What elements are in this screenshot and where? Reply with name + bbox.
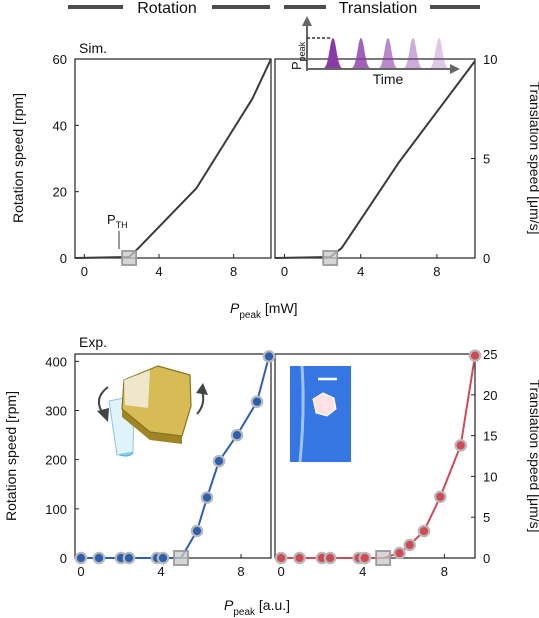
laser-pulse (324, 38, 342, 68)
exp-rotation-data-point (250, 395, 264, 408)
sim-rotation-x-tick-label: 8 (230, 264, 237, 279)
exp-rotation-data-point (212, 454, 226, 468)
sim-translation-y-tick-label: 10 (483, 52, 497, 67)
header-rotation-label: Rotation (137, 0, 197, 17)
hexagon-highlight-icon (124, 370, 150, 408)
sim-translation-x-tick-label: 4 (357, 264, 364, 279)
exp-title: Exp. (79, 334, 107, 350)
exp-rotation-x-tick-label: 8 (237, 564, 244, 579)
exp-translation-data-point (393, 546, 406, 560)
exp-translation-y-tick-label: 5 (483, 510, 490, 525)
laser-pulse (379, 38, 397, 68)
sim-rotation-x-tick-label: 0 (81, 264, 88, 279)
exp-rotation-x-tick-label: 0 (77, 564, 84, 579)
exp-translation-data-point (403, 538, 416, 552)
exp-translation-data-point (293, 551, 306, 565)
exp-translation-y-tick-label: 10 (483, 469, 497, 484)
x-axis-label-bottom: Ppeak [a.u.] (224, 597, 290, 618)
laser-pulse (430, 38, 448, 68)
sim-translation-ylabel: Translation speed [μm/s] (527, 81, 539, 234)
exp-translation-data-point (417, 524, 431, 538)
sim-translation-x-tick-label: 0 (281, 264, 288, 279)
header-translation-label: Translation (339, 0, 418, 17)
pulse-inset-ylabel: Ppeak (289, 41, 307, 70)
exp-rotation-y-tick-label: 100 (45, 502, 67, 517)
exp-translation-y-tick-label: 25 (483, 347, 497, 362)
pulse-inset-xlabel: Time (373, 71, 404, 87)
exp-translation-threshold-marker (375, 550, 392, 566)
exp-translation-y-tick-label: 0 (483, 551, 490, 566)
sim-rotation-y-tick-label: 0 (60, 251, 67, 266)
exp-rotation-ylabel: Rotation speed [rpm] (3, 391, 19, 521)
sim-translation-y-tick-label: 5 (483, 152, 490, 167)
exp-rotation-data-point (230, 428, 244, 442)
exp-rotation-y-tick-label: 0 (60, 551, 67, 566)
laser-pulse (352, 38, 370, 68)
exp-rotation-data-point (92, 551, 106, 565)
exp-translation-ylabel: Translation speed [μm/s] (527, 379, 539, 532)
exp-translation-data-point (454, 439, 468, 452)
exp-translation-y-tick-label: 15 (483, 429, 497, 444)
exp-translation-x-tick-label: 8 (441, 564, 448, 579)
exp-rotation-data-point (122, 551, 136, 565)
exp-rotation-data-point (200, 491, 214, 504)
micrograph-fiber (298, 365, 305, 463)
panel-sim-translation (274, 58, 476, 259)
laser-pulse (404, 38, 422, 68)
exp-translation-data-point (323, 551, 337, 565)
sim-title: Sim. (79, 40, 107, 56)
x-axis-label-top: Ppeak [mW] (230, 300, 298, 321)
exp-translation-x-tick-label: 4 (359, 564, 366, 579)
exp-rotation-threshold-marker (173, 550, 189, 566)
exp-rotation-x-tick-label: 4 (157, 564, 164, 579)
particle-icon (97, 365, 208, 457)
exp-rotation-y-tick-label: 400 (45, 354, 67, 369)
sim-rotation-y-tick-label: 60 (53, 52, 67, 67)
pulse-inset-y-arrowhead (302, 16, 312, 26)
exp-translation-data-point (434, 490, 447, 504)
pulse-inset-x-arrowhead (450, 64, 460, 74)
sim-translation-series-line (274, 60, 476, 259)
rotation-arrow-right-icon (196, 390, 205, 415)
sim-rotation-y-tick-label: 20 (53, 185, 67, 200)
exp-translation-x-tick-label: 0 (278, 564, 285, 579)
sim-rotation-threshold-marker (121, 250, 138, 266)
threshold-label: PTH (107, 212, 128, 230)
exp-translation-data-point (358, 551, 372, 565)
micrograph-particle (312, 392, 337, 417)
exp-rotation-data-point (190, 524, 204, 538)
exp-rotation-y-tick-label: 300 (45, 404, 67, 419)
micrograph-inset (290, 365, 351, 463)
sim-translation-y-tick-label: 0 (483, 251, 490, 266)
pulse-train (324, 38, 448, 68)
sim-rotation-ylabel: Rotation speed [rpm] (10, 93, 26, 223)
exp-translation-data-point (274, 551, 288, 565)
exp-rotation-data-point (74, 551, 88, 565)
rotation-arrow-right-head-icon (196, 383, 208, 395)
sim-translation-threshold-marker (322, 250, 339, 266)
exp-translation-data-point (468, 349, 482, 362)
exp-rotation-data-point (156, 551, 170, 565)
exp-rotation-data-point (262, 350, 276, 363)
panel-sim-rotation (74, 58, 272, 259)
sim-translation-x-tick-label: 8 (433, 264, 440, 279)
sim-rotation-series-line (74, 58, 272, 259)
header: Rotation Translation (68, 0, 480, 17)
sim-rotation-y-tick-label: 40 (53, 118, 67, 133)
rotation-arrow-left-head-icon (97, 408, 109, 422)
sim-rotation-x-tick-label: 4 (155, 264, 162, 279)
pulse-inset: Ppeak Time (289, 16, 460, 87)
exp-translation-y-tick-label: 20 (483, 388, 497, 403)
hexagon-side-icon (122, 409, 182, 444)
exp-rotation-y-tick-label: 200 (45, 453, 67, 468)
